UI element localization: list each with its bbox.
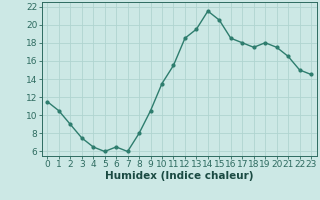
X-axis label: Humidex (Indice chaleur): Humidex (Indice chaleur) bbox=[105, 171, 253, 181]
